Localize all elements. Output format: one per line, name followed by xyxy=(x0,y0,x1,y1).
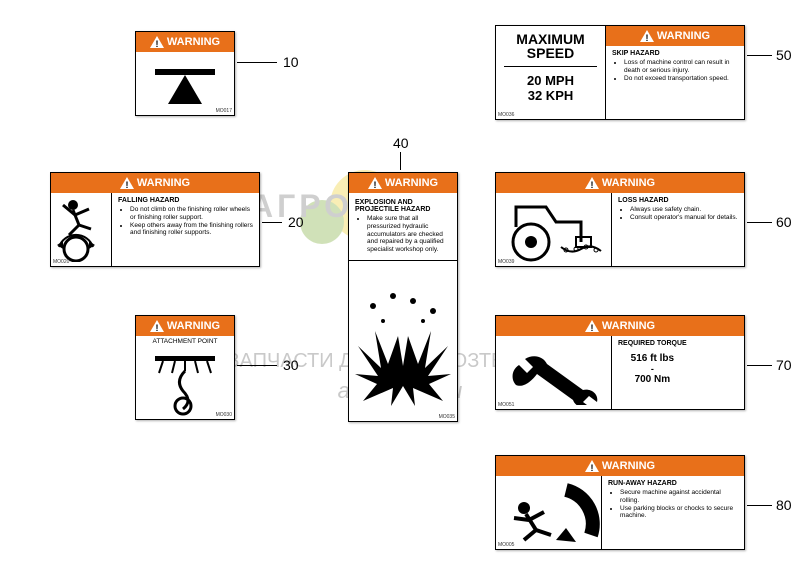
callout-10: 10 xyxy=(283,54,299,70)
warning-text: WARNING xyxy=(657,30,710,42)
label-text: EXPLOSION AND PROJECTILE HAZARD Make sur… xyxy=(349,193,457,260)
label-code: MO030 xyxy=(216,412,232,418)
warning-label-10: ! WARNING MO017 xyxy=(135,31,235,116)
pictogram-runaway xyxy=(496,476,601,549)
hazard-title: REQUIRED TORQUE xyxy=(618,340,687,347)
bullet: Do not climb on the finishing roller whe… xyxy=(130,206,253,222)
callout-80: 80 xyxy=(776,497,792,513)
speed-panel: MAXIMUM SPEED 20 MPH 32 KPH xyxy=(496,26,606,119)
warning-header: ! WARNING xyxy=(136,316,234,336)
warning-header: ! WARNING xyxy=(496,316,744,336)
bullet: Make sure that all pressurized hydraulic… xyxy=(367,215,451,254)
max-speed-title: MAXIMUM SPEED xyxy=(500,32,601,60)
callout-50: 50 xyxy=(776,47,792,63)
pictogram-wrench xyxy=(496,336,611,409)
bullet: Keep others away from the finishing roll… xyxy=(130,222,253,238)
warning-text: WARNING xyxy=(137,177,190,189)
torque-nm: 700 Nm xyxy=(618,374,687,385)
callout-line xyxy=(747,222,772,223)
callout-30: 30 xyxy=(283,357,299,373)
warning-label-80: ! WARNING RUN-AWAY HAZARD Secure machine… xyxy=(495,455,745,550)
label-code: MO035 xyxy=(439,414,455,420)
label-code: MO036 xyxy=(498,112,514,118)
svg-text:!: ! xyxy=(590,463,593,472)
callout-line xyxy=(747,55,772,56)
hazard-title: LOSS HAZARD xyxy=(618,197,737,204)
warning-header: ! WARNING xyxy=(496,173,744,193)
torque-ftlbs: 516 ft lbs xyxy=(618,353,687,364)
warning-header: ! WARNING xyxy=(136,32,234,52)
label-code: MO017 xyxy=(216,108,232,114)
warning-header: ! WARNING xyxy=(606,26,744,46)
pictogram-attachment xyxy=(136,347,234,419)
label-code: MO020 xyxy=(53,259,69,265)
warning-text: WARNING xyxy=(167,36,220,48)
callout-line xyxy=(400,152,401,170)
svg-text:!: ! xyxy=(645,33,648,42)
callout-line xyxy=(747,365,772,366)
warning-text: WARNING xyxy=(385,177,438,189)
svg-text:!: ! xyxy=(373,180,376,189)
svg-text:!: ! xyxy=(590,180,593,189)
label-text: RUN-AWAY HAZARD Secure machine against a… xyxy=(601,476,744,549)
speed-kph: 32 KPH xyxy=(500,88,601,103)
warning-text: WARNING xyxy=(602,320,655,332)
label-text: REQUIRED TORQUE 516 ft lbs - 700 Nm xyxy=(611,336,693,409)
svg-text:!: ! xyxy=(155,39,158,48)
torque-dash: - xyxy=(618,364,687,374)
hazard-title: SKIP HAZARD xyxy=(612,50,738,57)
label-code: MO005 xyxy=(498,542,514,548)
callout-70: 70 xyxy=(776,357,792,373)
callout-60: 60 xyxy=(776,214,792,230)
hazard-title: RUN-AWAY HAZARD xyxy=(608,480,738,487)
label-text: FALLING HAZARD Do not climb on the finis… xyxy=(111,193,259,266)
callout-line xyxy=(747,505,772,506)
hazard-title: FALLING HAZARD xyxy=(118,197,253,204)
warning-label-40: ! WARNING EXPLOSION AND PROJECTILE HAZAR… xyxy=(348,172,458,422)
warning-label-60: ! WARNING LOSS HAZARD Always use safety … xyxy=(495,172,745,267)
speed-mph: 20 MPH xyxy=(500,73,601,88)
svg-text:!: ! xyxy=(155,323,158,332)
warning-label-70: ! WARNING REQUIRED TORQUE 516 ft lbs - 7… xyxy=(495,315,745,410)
pictogram-explosion xyxy=(349,260,457,421)
bullet: Always use safety chain. xyxy=(630,206,737,214)
bullet: Loss of machine control can result in de… xyxy=(624,59,738,75)
bullet: Do not exceed transportation speed. xyxy=(624,75,738,83)
pictogram-tractor-chain xyxy=(496,193,611,266)
bullet: Use parking blocks or chocks to secure m… xyxy=(620,505,738,521)
warning-header: ! WARNING xyxy=(349,173,457,193)
callout-line xyxy=(237,365,277,366)
svg-text:!: ! xyxy=(590,323,593,332)
warning-label-50: MAXIMUM SPEED 20 MPH 32 KPH ! WARNING SK… xyxy=(495,25,745,120)
warning-label-30: ! WARNING ATTACHMENT POINT MO030 xyxy=(135,315,235,420)
callout-20: 20 xyxy=(288,214,304,230)
hazard-title: ATTACHMENT POINT xyxy=(136,336,234,347)
warning-text: WARNING xyxy=(602,177,655,189)
label-code: MO051 xyxy=(498,402,514,408)
label-code: MO039 xyxy=(498,259,514,265)
callout-line xyxy=(237,62,277,63)
bullet: Secure machine against accidental rollin… xyxy=(620,489,738,505)
label-text: LOSS HAZARD Always use safety chain. Con… xyxy=(611,193,743,266)
callout-line xyxy=(262,222,282,223)
warning-text: WARNING xyxy=(602,460,655,472)
svg-text:!: ! xyxy=(125,180,128,189)
label-text: SKIP HAZARD Loss of machine control can … xyxy=(606,46,744,86)
pictogram-balance xyxy=(136,52,234,115)
bullet: Consult operator's manual for details. xyxy=(630,214,737,222)
warning-label-20: ! WARNING FALLING HAZARD Do not climb on… xyxy=(50,172,260,267)
warning-text: WARNING xyxy=(167,320,220,332)
hazard-title: EXPLOSION AND PROJECTILE HAZARD xyxy=(355,199,451,213)
pictogram-falling xyxy=(51,193,111,266)
warning-header: ! WARNING xyxy=(51,173,259,193)
callout-40: 40 xyxy=(393,135,409,151)
warning-header: ! WARNING xyxy=(496,456,744,476)
